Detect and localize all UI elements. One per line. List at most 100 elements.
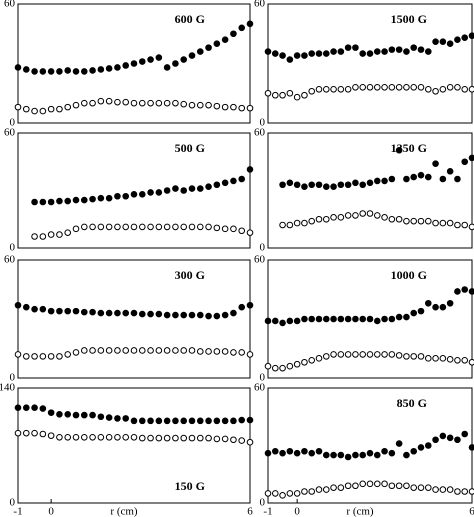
data-point bbox=[301, 358, 308, 366]
data-point bbox=[395, 146, 403, 154]
data-point bbox=[97, 433, 105, 441]
data-point bbox=[293, 317, 301, 325]
data-point bbox=[424, 217, 432, 225]
data-point bbox=[381, 315, 388, 323]
data-point bbox=[205, 44, 212, 51]
data-point bbox=[39, 68, 47, 75]
data-point bbox=[188, 311, 196, 319]
data-point bbox=[89, 195, 96, 203]
data-point bbox=[122, 415, 130, 422]
data-point bbox=[439, 38, 447, 45]
data-point bbox=[188, 347, 196, 354]
y-tick-label: 0 bbox=[260, 497, 266, 509]
data-point bbox=[264, 317, 272, 325]
data-point bbox=[271, 364, 279, 372]
data-point bbox=[337, 484, 345, 491]
data-point bbox=[322, 50, 330, 57]
data-point bbox=[417, 484, 425, 491]
data-point bbox=[439, 303, 447, 311]
data-point bbox=[264, 48, 272, 55]
data-point bbox=[432, 160, 439, 167]
data-point bbox=[138, 347, 146, 354]
data-point bbox=[196, 417, 204, 425]
data-point bbox=[381, 214, 388, 221]
data-point bbox=[172, 99, 179, 107]
data-point bbox=[293, 360, 301, 368]
data-point bbox=[446, 84, 454, 91]
data-point bbox=[271, 91, 279, 99]
panel-frame bbox=[17, 3, 251, 124]
data-point bbox=[271, 50, 279, 57]
data-point bbox=[279, 91, 286, 99]
x-tick-label: 6 bbox=[247, 506, 253, 517]
data-point bbox=[105, 414, 113, 421]
x-tick-label: 6 bbox=[469, 506, 474, 517]
data-point bbox=[238, 24, 246, 32]
data-point bbox=[246, 104, 254, 112]
data-point bbox=[31, 429, 38, 437]
data-point bbox=[89, 433, 96, 441]
data-point bbox=[22, 429, 30, 437]
data-point bbox=[352, 451, 359, 459]
data-point bbox=[286, 447, 294, 455]
data-point bbox=[56, 197, 63, 205]
data-point bbox=[315, 447, 323, 455]
data-point bbox=[308, 357, 316, 364]
data-point bbox=[155, 54, 163, 61]
data-point bbox=[230, 436, 237, 444]
data-point bbox=[89, 347, 96, 354]
data-point bbox=[344, 482, 352, 490]
data-point bbox=[213, 417, 221, 425]
data-point bbox=[155, 417, 163, 425]
data-point bbox=[403, 175, 410, 183]
data-point bbox=[122, 223, 130, 231]
data-point bbox=[39, 305, 47, 313]
data-point bbox=[279, 221, 286, 229]
y-tick-label: 60 bbox=[4, 0, 16, 10]
data-point bbox=[293, 490, 301, 497]
data-point bbox=[454, 221, 461, 229]
x-tick-label: -1 bbox=[263, 506, 272, 517]
data-point bbox=[395, 440, 403, 447]
panel-frame bbox=[267, 3, 473, 124]
data-point bbox=[172, 434, 179, 442]
data-point bbox=[381, 177, 388, 185]
data-point bbox=[279, 181, 286, 189]
data-point bbox=[56, 231, 63, 238]
panel-frame bbox=[17, 132, 251, 249]
data-point bbox=[359, 181, 367, 189]
data-point bbox=[221, 348, 229, 355]
data-point bbox=[31, 305, 38, 313]
data-point bbox=[337, 85, 345, 93]
data-point bbox=[246, 301, 254, 309]
data-point bbox=[64, 307, 72, 315]
data-point bbox=[271, 490, 279, 497]
data-point bbox=[213, 348, 221, 355]
data-point bbox=[301, 447, 308, 455]
data-point bbox=[138, 310, 146, 318]
data-point bbox=[446, 434, 454, 442]
data-point bbox=[14, 301, 22, 309]
data-point bbox=[122, 98, 130, 106]
data-point bbox=[97, 309, 105, 317]
data-point bbox=[205, 312, 212, 320]
data-point bbox=[439, 175, 447, 183]
data-point bbox=[461, 158, 469, 166]
data-point bbox=[293, 52, 301, 59]
data-point bbox=[238, 303, 246, 311]
data-point bbox=[468, 32, 474, 40]
data-point bbox=[97, 223, 105, 231]
data-point bbox=[293, 219, 301, 227]
data-point bbox=[180, 347, 188, 354]
panel-frame bbox=[17, 387, 251, 504]
panel-label: 150 G bbox=[175, 479, 205, 493]
data-point bbox=[315, 85, 323, 93]
data-point bbox=[410, 447, 418, 455]
data-point bbox=[89, 308, 96, 316]
y-tick-label: 0 bbox=[10, 242, 16, 254]
data-point bbox=[439, 85, 447, 93]
data-point bbox=[424, 85, 432, 93]
data-point bbox=[308, 488, 316, 495]
data-point bbox=[337, 48, 345, 55]
